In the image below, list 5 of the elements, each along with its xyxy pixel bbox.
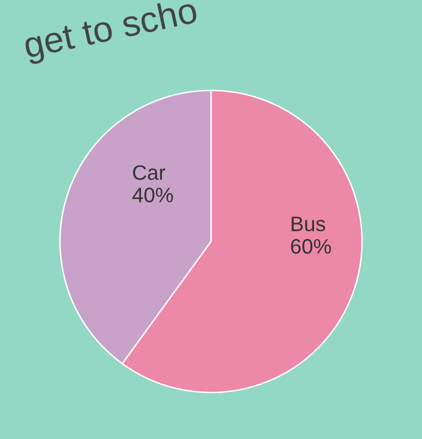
data-label: 40% xyxy=(132,188,173,202)
chart-title: get to scho xyxy=(22,0,200,66)
slice-label: Bus xyxy=(292,216,326,232)
data-label: 60% xyxy=(291,238,331,254)
slice-label: Car xyxy=(133,165,166,180)
